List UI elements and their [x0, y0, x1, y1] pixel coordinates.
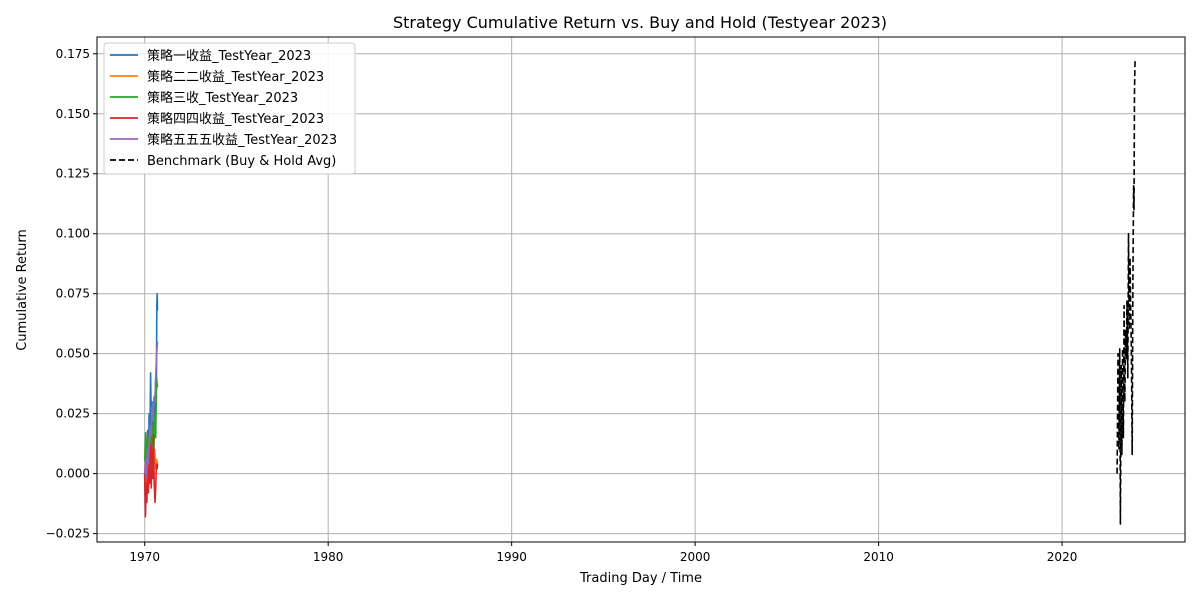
y-tick-label: 0.100	[56, 227, 90, 241]
legend-entry: Benchmark (Buy & Hold Avg)	[147, 154, 336, 169]
tick-layer: 1970 1980 1990 2000 2010 2020 −0.025 0.000 0.025…	[46, 47, 1078, 564]
series-layer	[143, 58, 1136, 525]
legend-box	[103, 42, 356, 175]
series-line-6	[1116, 58, 1136, 525]
y-axis-label: Cumulative Return	[15, 229, 30, 350]
y-tick-label: −0.025	[46, 527, 90, 541]
x-tick-label: 1980	[313, 550, 344, 564]
x-tick-label: 2010	[863, 550, 894, 564]
y-tick-label: 0.075	[56, 287, 90, 301]
y-tick-label: 0.000	[56, 467, 90, 481]
legend-entry: 策略五五五收益_TestYear_2023	[147, 132, 337, 148]
y-tick-label: 0.025	[56, 407, 90, 421]
chart-title: Strategy Cumulative Return vs. Buy and H…	[393, 13, 887, 32]
y-tick-label: 0.150	[56, 107, 90, 121]
grid-layer	[97, 37, 1185, 542]
series-line-4	[143, 434, 159, 518]
x-tick-label: 2020	[1047, 550, 1078, 564]
legend: 策略一收益_TestYear_2023 策略二二收益_TestYear_2023 策…	[103, 42, 356, 175]
x-axis-label: Trading Day / Time	[579, 571, 702, 586]
y-tick-label: 0.175	[56, 47, 90, 61]
legend-entry: 策略一收益_TestYear_2023	[147, 48, 311, 64]
y-tick-label: 0.125	[56, 167, 90, 181]
plot-frame	[96, 36, 1186, 543]
series-line-5	[143, 341, 159, 480]
legend-entry: 策略三收_TestYear_2023	[147, 90, 298, 106]
legend-entry: 策略二二收益_TestYear_2023	[147, 69, 324, 85]
x-tick-label: 1990	[496, 550, 527, 564]
legend-entry: 策略四四收益_TestYear_2023	[147, 111, 324, 127]
y-tick-label: 0.050	[56, 347, 90, 361]
x-tick-label: 2000	[680, 550, 711, 564]
x-tick-label: 1970	[129, 550, 160, 564]
